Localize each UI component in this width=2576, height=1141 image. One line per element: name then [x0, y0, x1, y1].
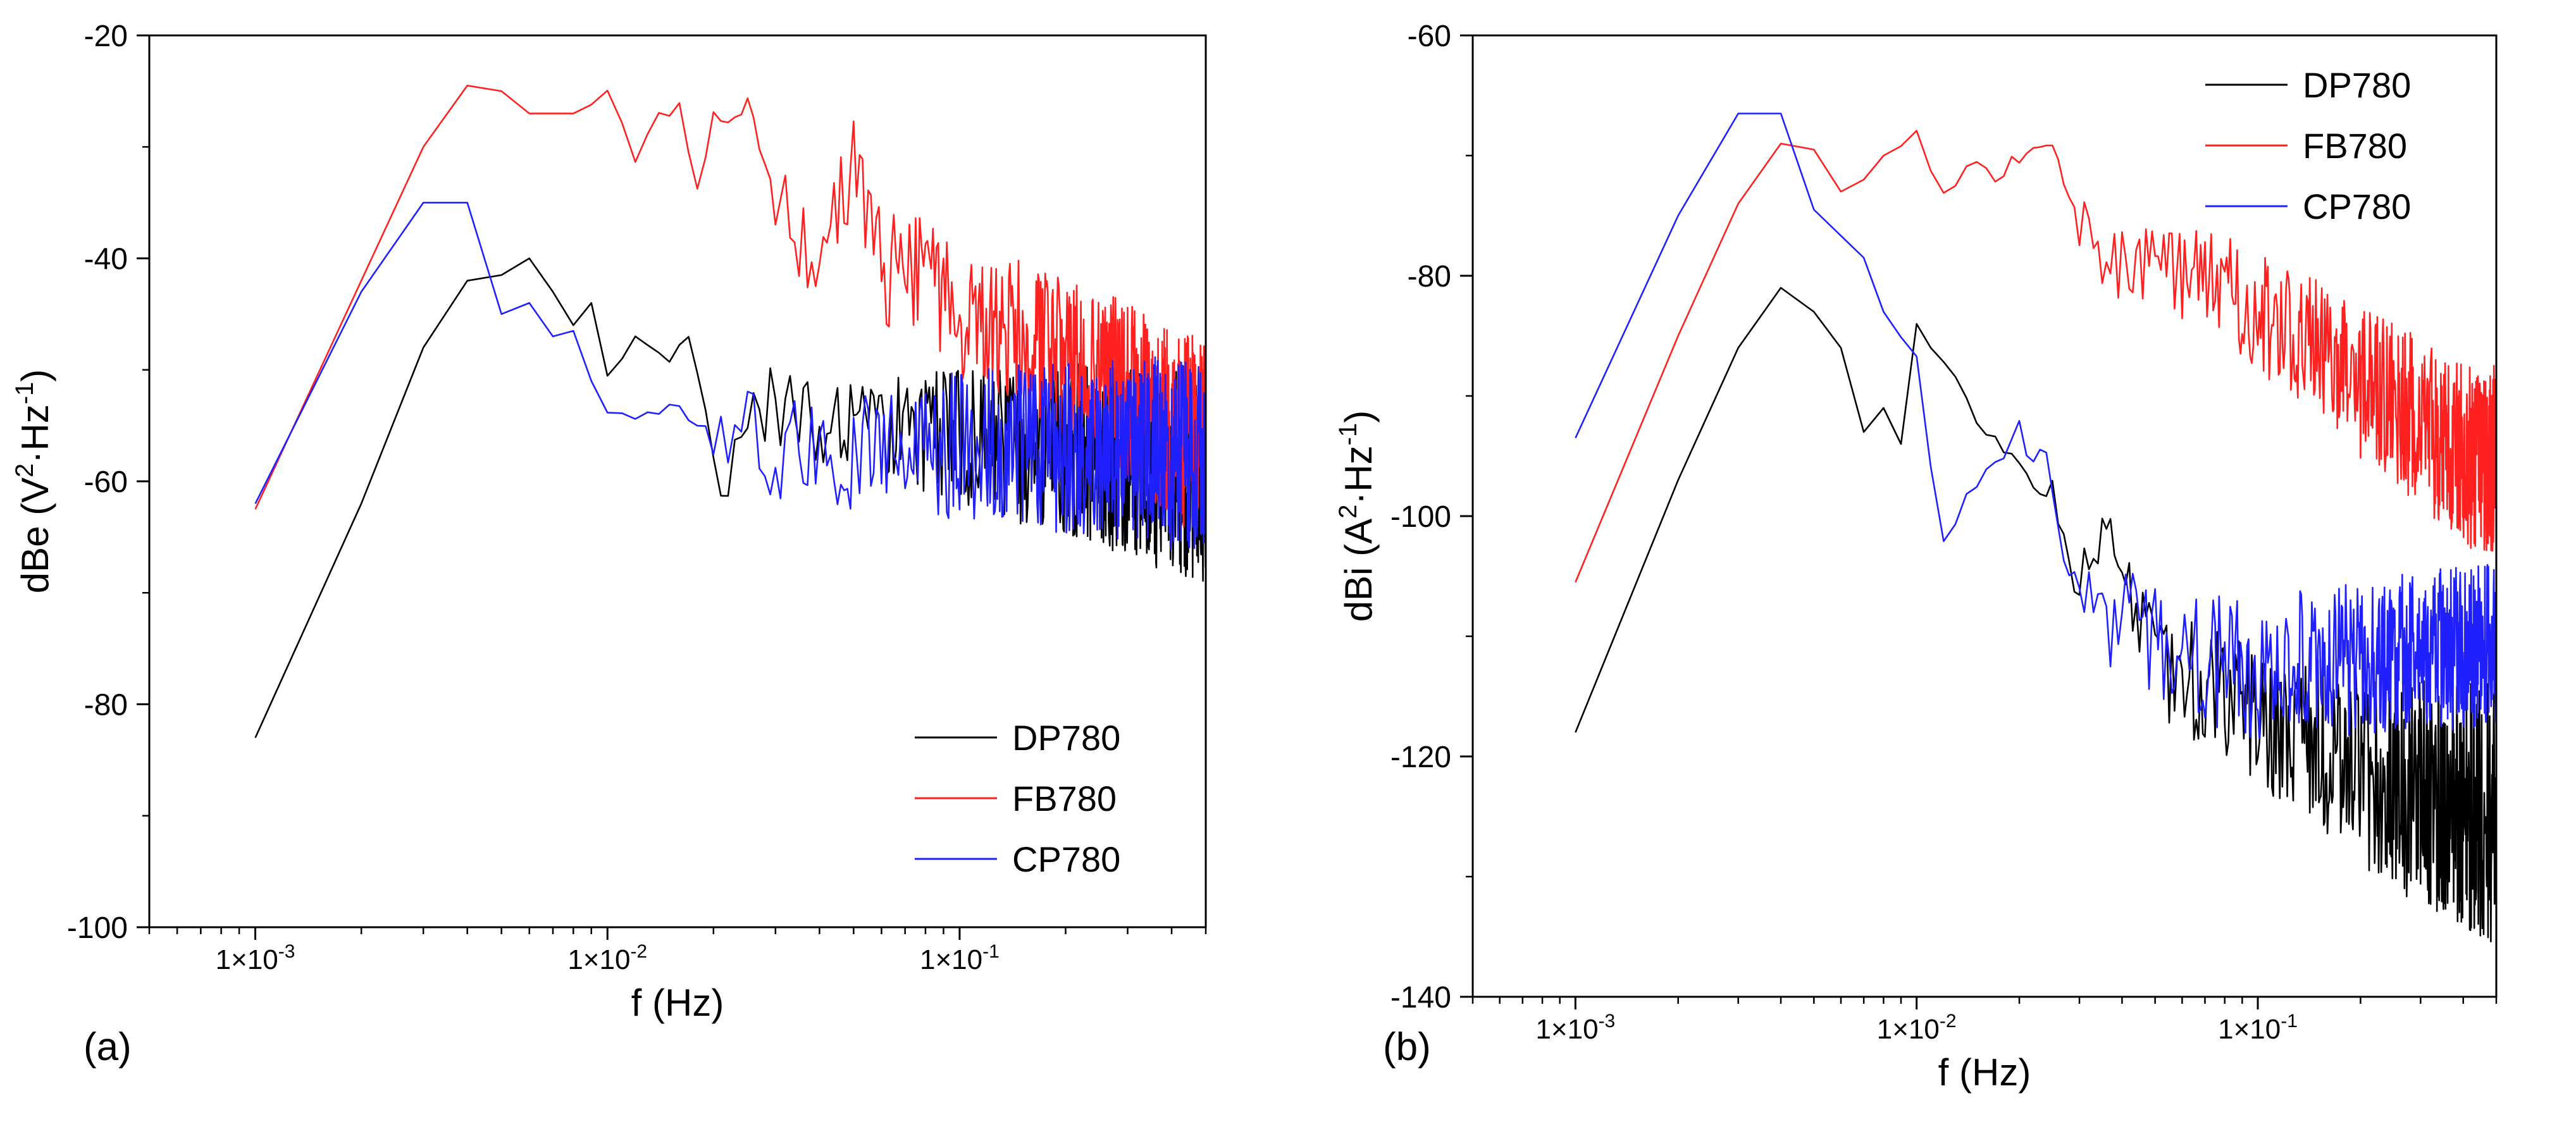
y-tick-label: -20	[84, 20, 128, 53]
legend-label-fb780: FB780	[2303, 126, 2407, 166]
y-tick-label: -100	[67, 911, 128, 945]
legend-label-dp780: DP780	[1012, 718, 1120, 758]
y-tick-label: -80	[84, 689, 128, 722]
series-line-cp780	[254, 202, 1206, 550]
chart-a: -100 -80 -60 -40 -20 1×10-3 1×10-2 1×10-1 f (Hz)…	[11, 20, 1207, 1024]
x-axis-title: f (Hz)	[631, 982, 724, 1024]
y-tick-label: -60	[1408, 20, 1451, 53]
x-tick-label: 1×10-3	[1535, 1011, 1615, 1045]
series-line-cp780	[1575, 113, 2496, 739]
x-tick-label: 1×10-2	[1877, 1011, 1957, 1045]
x-axis-title: f (Hz)	[1938, 1051, 2031, 1094]
y-tick-label: -60	[84, 466, 128, 499]
y-tick-label: -40	[84, 243, 128, 276]
x-tick-label: 1×10-1	[920, 941, 1000, 975]
plot-frame	[1471, 34, 2498, 998]
legend-label-cp780: CP780	[2303, 187, 2411, 226]
legend-label-fb780: FB780	[1012, 779, 1117, 818]
y-tick-label: -120	[1390, 741, 1451, 774]
y-axis-title: dBe (V2·Hz-1)	[11, 369, 56, 594]
series-line-fb780	[1575, 130, 2496, 583]
x-tick-label: 1×10-2	[567, 941, 647, 975]
series-line-dp780	[1575, 287, 2496, 942]
chart-b: -140 -120 -100 -80 -60 1×10-3 1×10-2 1×10-1 f (H…	[1334, 20, 2498, 1094]
y-tick-label: -100	[1390, 500, 1451, 534]
legend-label-cp780: CP780	[1012, 839, 1120, 879]
panel-letter-a: (a)	[84, 1025, 132, 1069]
panel-letter-b: (b)	[1383, 1025, 1431, 1069]
y-axis-title: dBi (A2·Hz-1)	[1334, 410, 1380, 622]
legend-label-dp780: DP780	[2303, 65, 2411, 105]
y-tick-label: -140	[1390, 981, 1451, 1015]
x-tick-label: 1×10-1	[2218, 1011, 2298, 1045]
y-tick-label: -80	[1408, 260, 1451, 293]
x-tick-label: 1×10-3	[216, 941, 295, 975]
